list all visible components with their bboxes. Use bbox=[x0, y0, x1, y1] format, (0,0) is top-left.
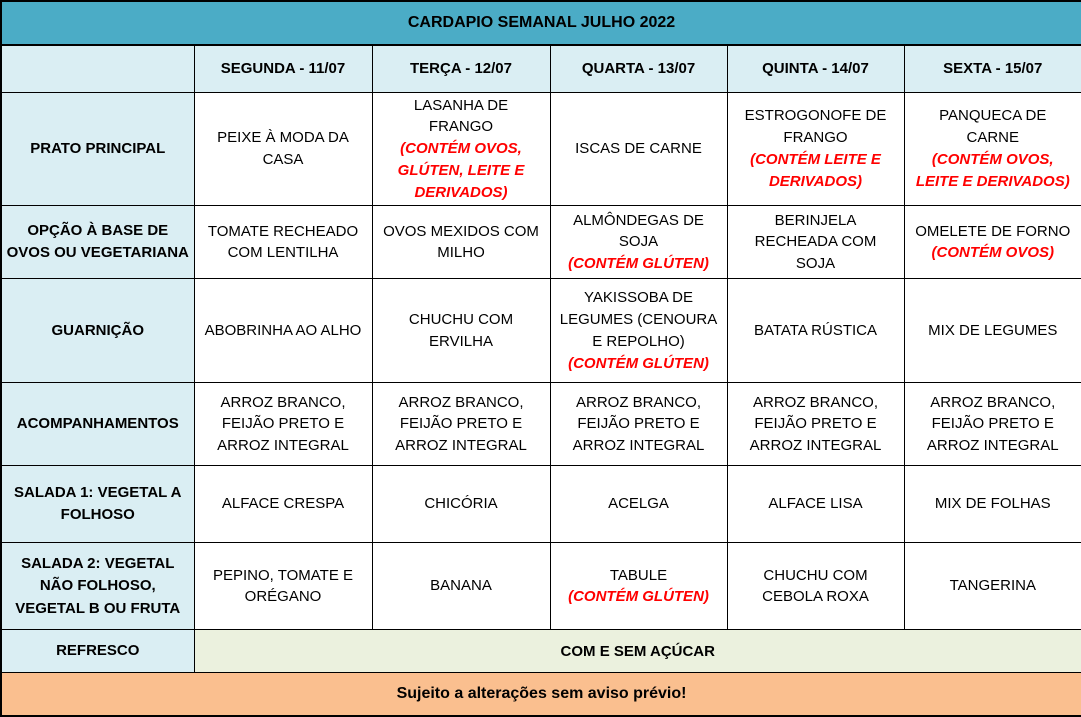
menu-cell: MIX DE FOLHAS bbox=[903, 465, 1081, 544]
menu-cell: OMELETE DE FORNO (CONTÉM OVOS) bbox=[903, 205, 1081, 280]
dish-name: ARROZ BRANCO, FEIJÃO PRETO E ARROZ INTEG… bbox=[572, 393, 705, 455]
dish-name: BERINJELA RECHEADA COM SOJA bbox=[754, 211, 877, 273]
dish-name: ALFACE LISA bbox=[768, 495, 863, 513]
allergen-note: (CONTÉM GLÚTEN) bbox=[568, 354, 709, 372]
dish-name: ACELGA bbox=[608, 495, 669, 513]
menu-cell: ESTROGONOFE DE FRANGO (CONTÉM LEITE E DE… bbox=[726, 91, 905, 207]
dish-name: BATATA RÚSTICA bbox=[753, 321, 878, 339]
title-row: CARDAPIO SEMANAL JULHO 2022 bbox=[0, 0, 1081, 46]
row-label: SALADA 1: VEGETAL A FOLHOSO bbox=[0, 465, 195, 544]
dish-name: ISCAS DE CARNE bbox=[575, 140, 702, 157]
day-header-row: SEGUNDA - 11/07 TERÇA - 12/07 QUARTA - 1… bbox=[0, 44, 1081, 93]
day-header-terca: TERÇA - 12/07 bbox=[371, 44, 551, 93]
dish-name: TOMATE RECHEADO COM LENTILHA bbox=[207, 222, 359, 262]
dish-name: PEIXE À MODA DA CASA bbox=[217, 129, 349, 168]
menu-cell: OVOS MEXIDOS COM MILHO bbox=[371, 205, 551, 280]
corner-cell bbox=[0, 44, 195, 93]
row-label: OPÇÃO À BASE DE OVOS OU VEGETARIANA bbox=[0, 205, 195, 280]
dish-name: PEPINO, TOMATE E ORÉGANO bbox=[212, 566, 354, 606]
row-prato-principal: PRATO PRINCIPAL PEIXE À MODA DA CASA LAS… bbox=[0, 91, 1081, 207]
dish-name: ALMÔNDEGAS DE SOJA bbox=[573, 211, 704, 251]
dish-name: ARROZ BRANCO, FEIJÃO PRETO E ARROZ INTEG… bbox=[217, 393, 349, 455]
menu-cell: ACELGA bbox=[549, 465, 728, 544]
row-refresco: REFRESCO COM E SEM AÇÚCAR bbox=[0, 629, 1081, 674]
dish-name: LASANHA DE FRANGO bbox=[413, 96, 509, 136]
menu-cell: LASANHA DE FRANGO (CONTÉM OVOS, GLÚTEN, … bbox=[371, 91, 551, 207]
allergen-note: (CONTÉM OVOS) bbox=[931, 244, 1055, 262]
dish-name: MIX DE LEGUMES bbox=[928, 321, 1058, 339]
menu-cell: PEPINO, TOMATE E ORÉGANO bbox=[193, 542, 373, 631]
menu-cell: ALMÔNDEGAS DE SOJA (CONTÉM GLÚTEN) bbox=[549, 205, 728, 280]
menu-cell: YAKISSOBA DE LEGUMES (CENOURA E REPOLHO)… bbox=[549, 278, 728, 384]
menu-cell: TOMATE RECHEADO COM LENTILHA bbox=[193, 205, 373, 280]
menu-cell: BANANA bbox=[371, 542, 551, 631]
menu-cell: TANGERINA bbox=[903, 542, 1081, 631]
footer-disclaimer: Sujeito a alterações sem aviso prévio! bbox=[0, 672, 1081, 717]
day-header-quarta: QUARTA - 13/07 bbox=[549, 44, 728, 93]
menu-cell: PANQUECA DE CARNE (CONTÉM OVOS, LEITE E … bbox=[903, 91, 1081, 207]
row-label: GUARNIÇÃO bbox=[0, 278, 195, 384]
row-acompanhamentos: ACOMPANHAMENTOS ARROZ BRANCO, FEIJÃO PRE… bbox=[0, 382, 1081, 467]
allergen-note: (CONTÉM OVOS, GLÚTEN, LEITE E DERIVADOS) bbox=[397, 140, 525, 201]
menu-cell: ABOBRINHA AO ALHO bbox=[193, 278, 373, 384]
dish-name: TABULE bbox=[609, 566, 668, 584]
footer-row: Sujeito a alterações sem aviso prévio! bbox=[0, 672, 1081, 717]
menu-cell: ARROZ BRANCO, FEIJÃO PRETO E ARROZ INTEG… bbox=[193, 382, 373, 467]
menu-cell: CHICÓRIA bbox=[371, 465, 551, 544]
allergen-note: (CONTÉM GLÚTEN) bbox=[568, 255, 709, 273]
page-title: CARDAPIO SEMANAL JULHO 2022 bbox=[0, 0, 1081, 46]
menu-cell: CHUCHU COM ERVILHA bbox=[371, 278, 551, 384]
dish-name: TANGERINA bbox=[949, 577, 1036, 595]
dish-name: ALFACE CRESPA bbox=[221, 495, 345, 513]
dish-name: CHUCHU COM ERVILHA bbox=[408, 311, 514, 350]
day-header-sexta: SEXTA - 15/07 bbox=[903, 44, 1081, 93]
row-label: SALADA 2: VEGETAL NÃO FOLHOSO, VEGETAL B… bbox=[0, 542, 195, 631]
dish-name: BANANA bbox=[430, 577, 492, 595]
menu-cell: BATATA RÚSTICA bbox=[726, 278, 905, 384]
row-guarnicao: GUARNIÇÃO ABOBRINHA AO ALHO CHUCHU COM E… bbox=[0, 278, 1081, 384]
menu-cell: TABULE (CONTÉM GLÚTEN) bbox=[549, 542, 728, 631]
dish-name: OVOS MEXIDOS COM MILHO bbox=[383, 222, 539, 262]
dish-name: ARROZ BRANCO, FEIJÃO PRETO E ARROZ INTEG… bbox=[749, 393, 882, 455]
allergen-note: (CONTÉM GLÚTEN) bbox=[568, 588, 709, 606]
menu-cell: ARROZ BRANCO, FEIJÃO PRETO E ARROZ INTEG… bbox=[903, 382, 1081, 467]
menu-cell: ALFACE LISA bbox=[726, 465, 905, 544]
menu-cell: MIX DE LEGUMES bbox=[903, 278, 1081, 384]
menu-cell: ARROZ BRANCO, FEIJÃO PRETO E ARROZ INTEG… bbox=[371, 382, 551, 467]
day-header-quinta: QUINTA - 14/07 bbox=[726, 44, 905, 93]
refresco-value: COM E SEM AÇÚCAR bbox=[193, 629, 1081, 674]
day-header-segunda: SEGUNDA - 11/07 bbox=[193, 44, 373, 93]
menu-cell: BERINJELA RECHEADA COM SOJA bbox=[726, 205, 905, 280]
menu-cell: ALFACE CRESPA bbox=[193, 465, 373, 544]
row-label: ACOMPANHAMENTOS bbox=[0, 382, 195, 467]
menu-cell: ISCAS DE CARNE bbox=[549, 91, 728, 207]
row-label: REFRESCO bbox=[0, 629, 195, 674]
row-opcao-ovos-vegetariana: OPÇÃO À BASE DE OVOS OU VEGETARIANA TOMA… bbox=[0, 205, 1081, 280]
dish-name: CHICÓRIA bbox=[424, 495, 498, 513]
dish-name: CHUCHU COM CEBOLA ROXA bbox=[762, 566, 869, 606]
row-salada-1: SALADA 1: VEGETAL A FOLHOSO ALFACE CRESP… bbox=[0, 465, 1081, 544]
menu-cell: ARROZ BRANCO, FEIJÃO PRETO E ARROZ INTEG… bbox=[726, 382, 905, 467]
menu-cell: ARROZ BRANCO, FEIJÃO PRETO E ARROZ INTEG… bbox=[549, 382, 728, 467]
dish-name: ABOBRINHA AO ALHO bbox=[204, 321, 362, 339]
menu-cell: PEIXE À MODA DA CASA bbox=[193, 91, 373, 207]
row-salada-2: SALADA 2: VEGETAL NÃO FOLHOSO, VEGETAL B… bbox=[0, 542, 1081, 631]
row-label: PRATO PRINCIPAL bbox=[0, 91, 195, 207]
dish-name: YAKISSOBA DE LEGUMES (CENOURA E REPOLHO) bbox=[559, 289, 718, 350]
dish-name: OMELETE DE FORNO bbox=[915, 222, 1071, 240]
allergen-note: (CONTÉM OVOS, LEITE E DERIVADOS) bbox=[915, 150, 1070, 190]
dish-name: ARROZ BRANCO, FEIJÃO PRETO E ARROZ INTEG… bbox=[395, 393, 527, 455]
menu-cell: CHUCHU COM CEBOLA ROXA bbox=[726, 542, 905, 631]
allergen-note: (CONTÉM LEITE E DERIVADOS) bbox=[750, 150, 881, 190]
dish-name: MIX DE FOLHAS bbox=[934, 495, 1051, 513]
dish-name: ARROZ BRANCO, FEIJÃO PRETO E ARROZ INTEG… bbox=[926, 393, 1059, 455]
dish-name: PANQUECA DE CARNE bbox=[939, 107, 1047, 147]
dish-name: ESTROGONOFE DE FRANGO bbox=[744, 107, 887, 147]
